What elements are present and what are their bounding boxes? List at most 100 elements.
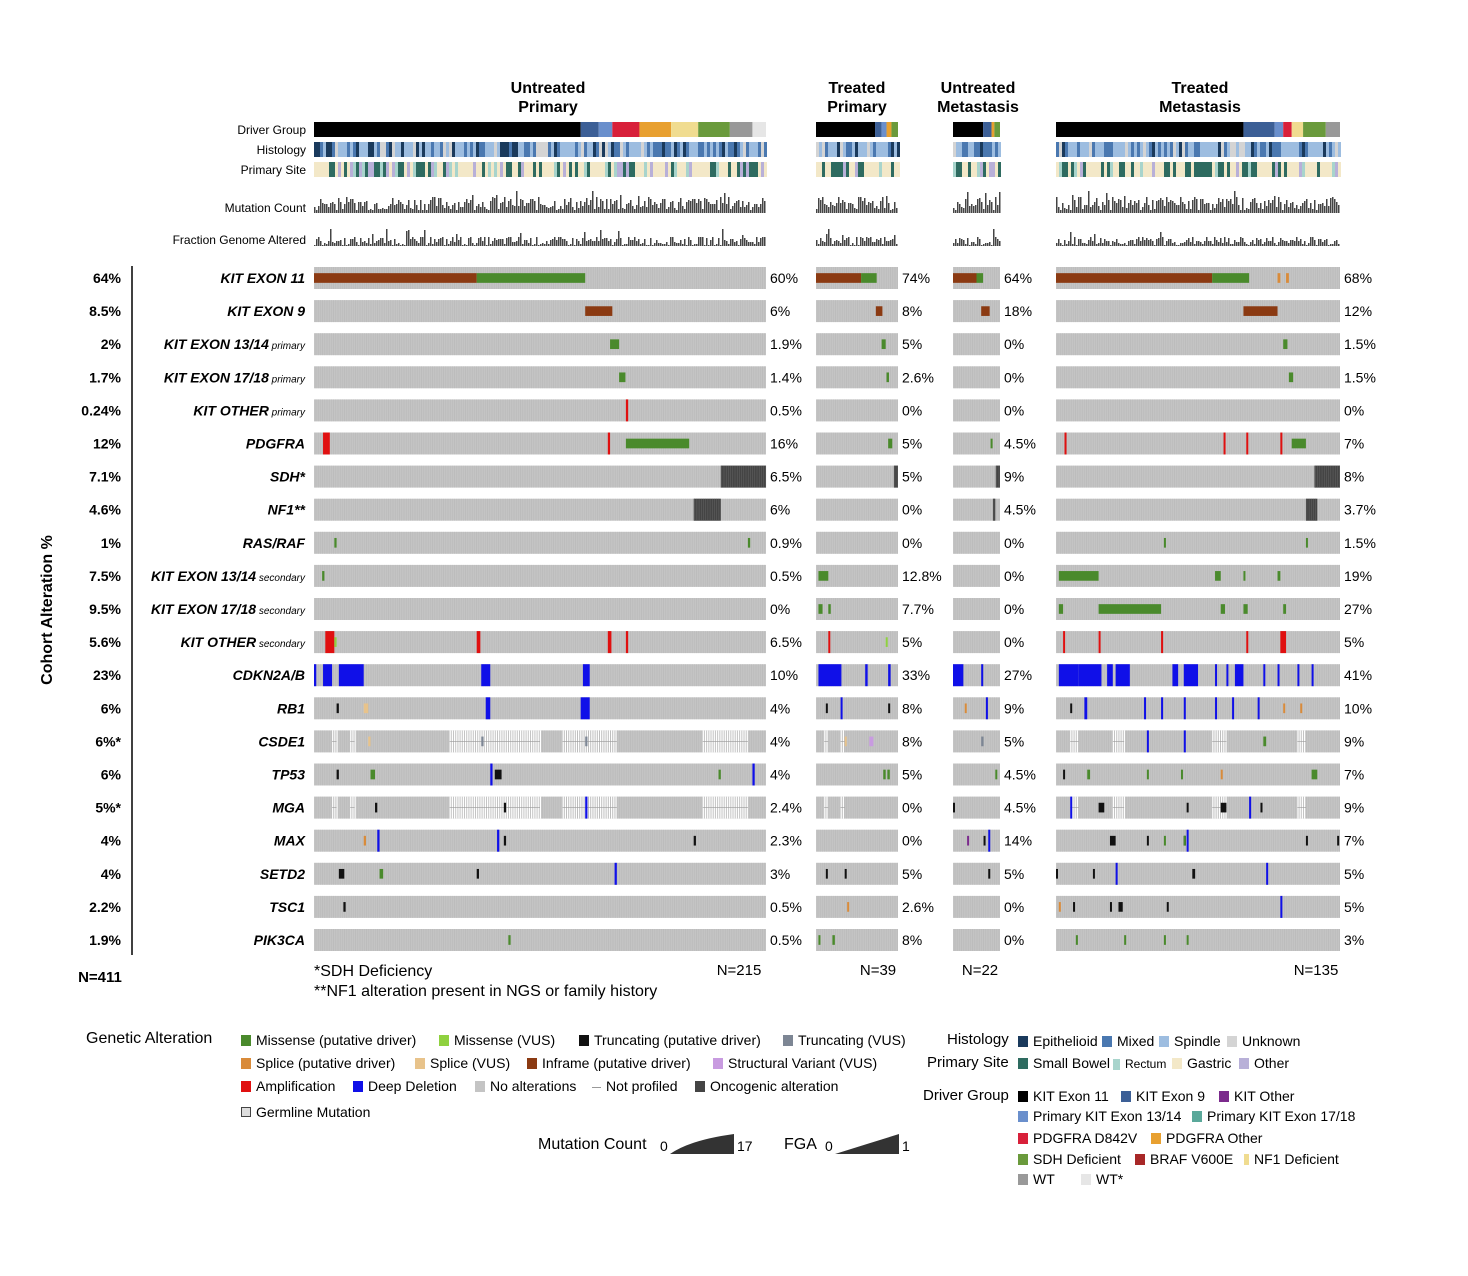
fga-bar	[664, 244, 666, 246]
fga-bar	[426, 245, 428, 246]
mutation-count-bar	[748, 202, 750, 213]
mutation-count-bar	[396, 204, 398, 213]
primary-site-cell	[1116, 162, 1119, 177]
primary-site-cell	[1287, 162, 1290, 177]
primary-site-cell	[1335, 162, 1338, 177]
histology-cell	[1320, 142, 1323, 157]
mutation-count-bar	[626, 204, 628, 213]
fga-bar	[1148, 240, 1150, 246]
histology-cell	[1314, 142, 1317, 157]
histology-cell	[1197, 142, 1200, 157]
histology-cell	[464, 142, 467, 157]
histology-cell	[1209, 142, 1212, 157]
mutation-count-bar	[364, 202, 366, 213]
histology-cell	[671, 142, 674, 157]
mutation-count-bar	[466, 199, 468, 213]
fga-bar	[604, 238, 606, 246]
fga-bar	[1196, 241, 1198, 246]
primary-site-cell	[828, 162, 831, 177]
fga-bar	[754, 244, 756, 246]
primary-site-cell	[758, 162, 761, 177]
mutation-count-bar	[430, 200, 432, 213]
primary-site-cell	[1161, 162, 1164, 177]
mutation-count-bar	[1306, 199, 1308, 213]
gene-track-background	[816, 498, 898, 521]
cohort-alteration-pct: 8.5%	[89, 303, 121, 319]
fga-bar	[1062, 245, 1064, 246]
group-alteration-pct: 18%	[1004, 303, 1032, 319]
mutation-count-bar	[1100, 210, 1102, 213]
fga-bar	[430, 237, 432, 246]
fga-bar	[720, 245, 722, 246]
driver-group-segment	[994, 122, 1000, 137]
mutation-count-bar	[1206, 203, 1208, 213]
fga-bar	[382, 238, 384, 246]
mutation-mark	[1288, 372, 1294, 383]
mutation-count-bar	[955, 210, 957, 213]
histology-cell	[1104, 142, 1107, 157]
mutation-count-bar	[622, 208, 624, 213]
fga-bar	[666, 242, 668, 246]
mutation-count-bar	[696, 203, 698, 213]
mutation-count-bar	[320, 199, 322, 213]
histology-cell	[885, 142, 888, 157]
primary-site-cell	[443, 162, 446, 177]
y-axis-label: Cohort Alteration %	[39, 535, 56, 685]
fga-bar	[454, 242, 456, 246]
mutation-count-bar	[1196, 199, 1198, 213]
cohort-alteration-pct: 2%	[101, 336, 122, 352]
mutation-count-bar	[1214, 208, 1216, 213]
fga-bar	[610, 239, 612, 246]
histology-cell	[512, 142, 515, 157]
mutation-count-bar	[1336, 202, 1338, 213]
primary-site-cell	[350, 162, 353, 177]
primary-site-cell	[831, 162, 834, 177]
fga-bar	[1220, 238, 1222, 246]
gene-track-background	[816, 399, 898, 422]
primary-site-cell	[1314, 162, 1317, 177]
fga-bar	[502, 239, 504, 246]
fga-bar	[378, 240, 380, 246]
histology-cell	[731, 142, 734, 157]
bar-track-label: Fraction Genome Altered	[173, 233, 306, 247]
primary-site-cell	[662, 162, 665, 177]
primary-site-cell	[431, 162, 434, 177]
fga-bar	[850, 245, 852, 246]
primary-site-cell	[362, 162, 365, 177]
primary-site-cell	[563, 162, 566, 177]
gene-track-background	[816, 333, 898, 356]
mutation-count-bar	[1328, 206, 1330, 213]
driver-group-segment	[991, 122, 995, 137]
mutation-count-bar	[880, 201, 882, 213]
mutation-count-bar	[1282, 210, 1284, 213]
fga-bar	[358, 245, 360, 246]
fga-bar	[446, 239, 448, 246]
mutation-count-bar	[999, 192, 1001, 213]
fga-bar	[420, 237, 422, 246]
histology-cell	[1329, 142, 1332, 157]
primary-site-cell	[374, 162, 377, 177]
mutation-count-bar	[492, 197, 494, 213]
mutation-count-bar	[480, 207, 482, 213]
mutation-count-bar	[989, 200, 991, 213]
group-alteration-pct: 5%	[902, 469, 922, 485]
fga-bar	[482, 241, 484, 246]
fga-bar	[886, 241, 888, 246]
mutation-count-bar	[424, 204, 426, 213]
histology-cell	[386, 142, 389, 157]
mutation-count-bar	[750, 210, 752, 213]
primary-site-cell	[638, 162, 641, 177]
primary-site-cell	[494, 162, 497, 177]
mutation-count-bar	[1056, 197, 1058, 213]
mutation-count-bar	[1292, 202, 1294, 213]
primary-site-cell	[971, 162, 974, 177]
gene-label: KIT EXON 11	[220, 270, 305, 286]
fga-bar	[744, 238, 746, 246]
fga-bar	[1206, 237, 1208, 246]
fga-bar	[686, 245, 688, 246]
fga-bar	[969, 245, 971, 246]
group-alteration-pct: 8%	[1344, 469, 1364, 485]
histology-cell	[974, 142, 977, 157]
mutation-count-bar	[408, 200, 410, 213]
mutation-count-bar	[376, 203, 378, 213]
